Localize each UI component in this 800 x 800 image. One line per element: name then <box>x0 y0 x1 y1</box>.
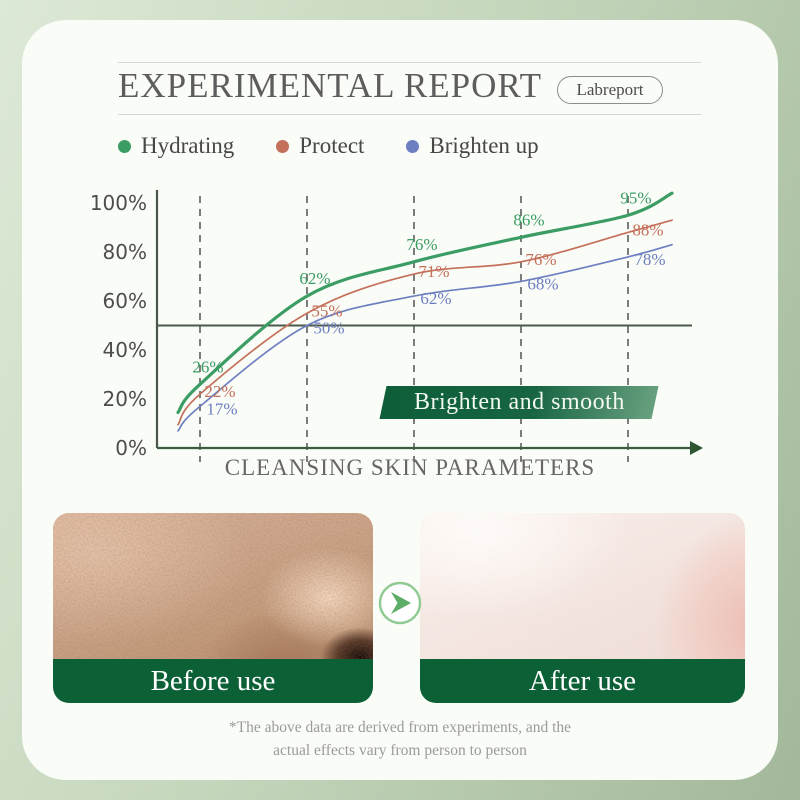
skin-texture-overlay <box>420 513 745 659</box>
page-title: EXPERIMENTAL REPORT <box>118 66 543 105</box>
before-photo <box>53 513 373 659</box>
labreport-badge-label: Labreport <box>576 80 644 99</box>
svg-text:40%: 40% <box>103 338 147 362</box>
svg-text:20%: 20% <box>103 387 147 411</box>
disclaimer-text: *The above data are derived from experim… <box>22 716 778 762</box>
svg-text:26%: 26% <box>192 357 223 376</box>
legend-label: Brighten up <box>429 133 539 158</box>
legend-label: Hydrating <box>141 133 235 158</box>
brighten-smooth-banner: Brighten and smooth <box>379 386 659 419</box>
svg-text:100%: 100% <box>90 191 147 215</box>
x-axis-title: CLEANSING SKIN PARAMETERS <box>224 455 596 480</box>
before-after-arrow-icon <box>378 581 422 625</box>
svg-text:55%: 55% <box>311 301 342 320</box>
title-top-rule <box>118 62 701 63</box>
labreport-badge: Labreport <box>557 76 663 104</box>
protect-dot-icon <box>276 139 290 153</box>
svg-text:62%: 62% <box>420 289 451 308</box>
disclaimer-line-2: actual effects vary from person to perso… <box>273 742 527 759</box>
skin-texture-overlay <box>53 513 373 659</box>
brighten-dot-icon <box>406 139 420 153</box>
legend-item-hydrating: Hydrating <box>118 133 234 159</box>
svg-text:22%: 22% <box>204 382 235 401</box>
svg-text:95%: 95% <box>620 188 651 207</box>
before-label: Before use <box>53 659 373 703</box>
svg-text:68%: 68% <box>527 274 558 293</box>
legend-item-protect: Protect <box>276 133 364 159</box>
svg-text:62%: 62% <box>299 269 330 288</box>
svg-text:71%: 71% <box>418 262 449 281</box>
title-bottom-rule <box>118 114 701 115</box>
legend-label: Protect <box>299 133 365 158</box>
svg-text:78%: 78% <box>634 250 665 269</box>
legend-item-brighten: Brighten up <box>406 133 539 159</box>
disclaimer-line-1: *The above data are derived from experim… <box>228 719 572 736</box>
banner-label: Brighten and smooth <box>413 389 625 415</box>
svg-text:60%: 60% <box>103 289 147 313</box>
svg-text:76%: 76% <box>406 235 437 254</box>
chart-legend: Hydrating Protect Brighten up <box>118 133 539 159</box>
svg-text:50%: 50% <box>313 319 344 338</box>
after-label: After use <box>420 659 745 703</box>
svg-text:17%: 17% <box>206 399 237 418</box>
svg-text:76%: 76% <box>525 250 556 269</box>
after-photo <box>420 513 745 659</box>
after-card: After use <box>420 513 745 703</box>
svg-text:80%: 80% <box>103 240 147 264</box>
hydrating-dot-icon <box>118 139 131 153</box>
before-card: Before use <box>53 513 373 703</box>
svg-text:86%: 86% <box>513 210 544 229</box>
svg-text:0%: 0% <box>115 436 147 460</box>
line-chart: 0% 20% 40% 60% 80% 100% 26% 62% 76% 86% 95% 22% 55% 7… <box>90 188 703 462</box>
svg-text:88%: 88% <box>632 220 663 239</box>
